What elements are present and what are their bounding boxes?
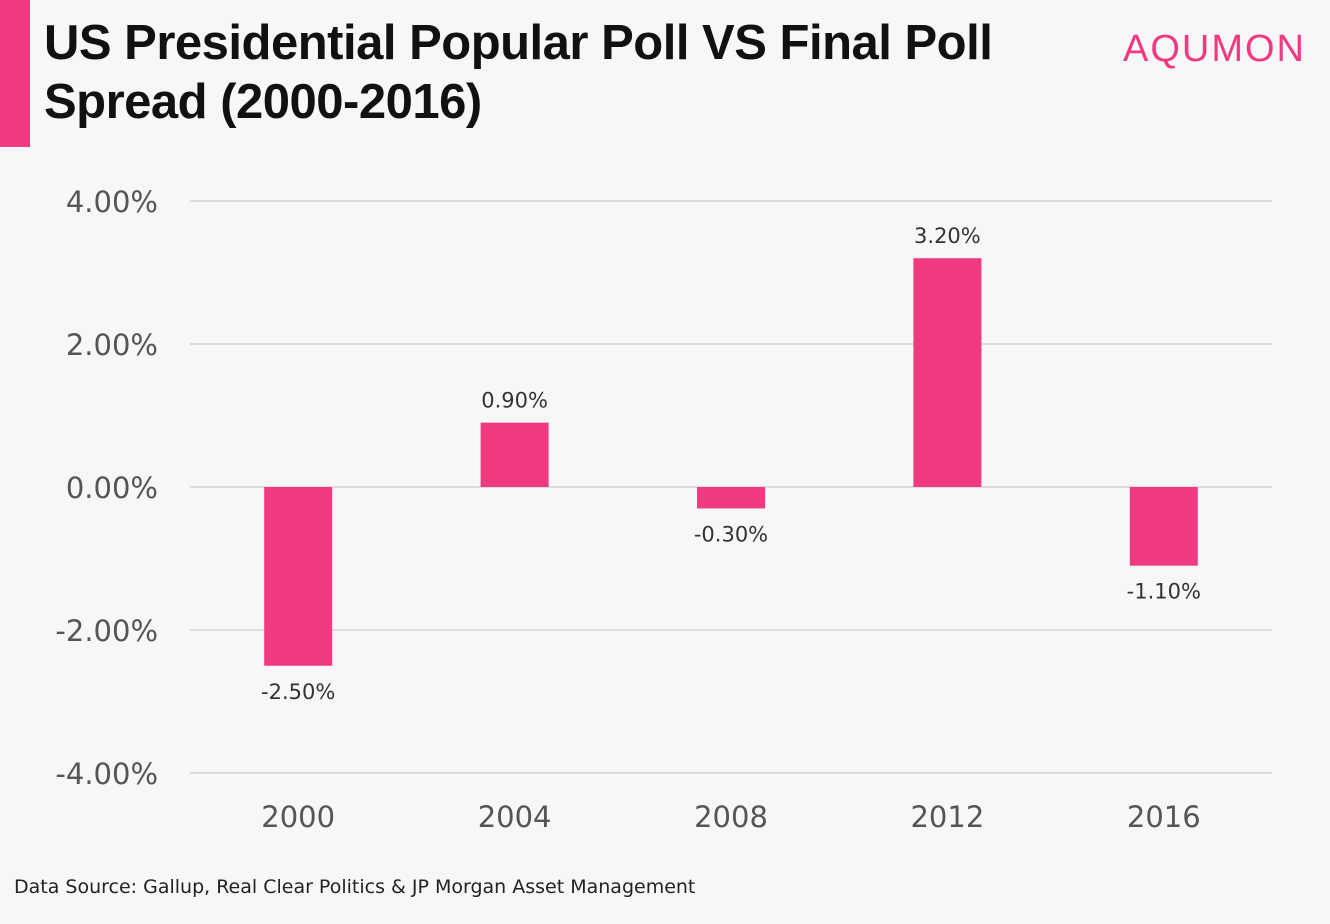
bar (697, 487, 765, 509)
data-label: 3.20% (914, 224, 981, 248)
data-label: -2.50% (261, 680, 335, 704)
x-tick-label: 2000 (261, 800, 335, 834)
chart-title-line-2: Spread (2000-2016) (44, 75, 482, 129)
y-tick-label: 0.00% (66, 471, 158, 505)
x-tick-label: 2016 (1127, 800, 1201, 834)
y-tick-label: -2.00% (55, 614, 158, 648)
bar (480, 422, 549, 487)
chart-title: US Presidential Popular Poll VS Final Po… (44, 14, 1084, 132)
y-tick-label: 4.00% (66, 185, 158, 219)
brand-logo: AQUMON (1123, 28, 1306, 70)
x-tick-label: 2008 (694, 800, 768, 834)
data-label: -1.10% (1127, 580, 1201, 604)
bar (264, 487, 333, 666)
x-tick-label: 2004 (478, 800, 552, 834)
title-accent-bar (0, 0, 30, 147)
y-tick-label: 2.00% (66, 328, 158, 362)
data-label: 0.90% (481, 389, 548, 413)
data-source-note: Data Source: Gallup, Real Clear Politics… (14, 876, 696, 898)
data-label: -0.30% (694, 522, 768, 546)
bar (1129, 487, 1198, 566)
y-tick-label: -4.00% (55, 757, 158, 791)
chart-title-line-1: US Presidential Popular Poll VS Final Po… (44, 16, 993, 70)
x-tick-label: 2012 (910, 800, 984, 834)
bar (913, 258, 982, 487)
